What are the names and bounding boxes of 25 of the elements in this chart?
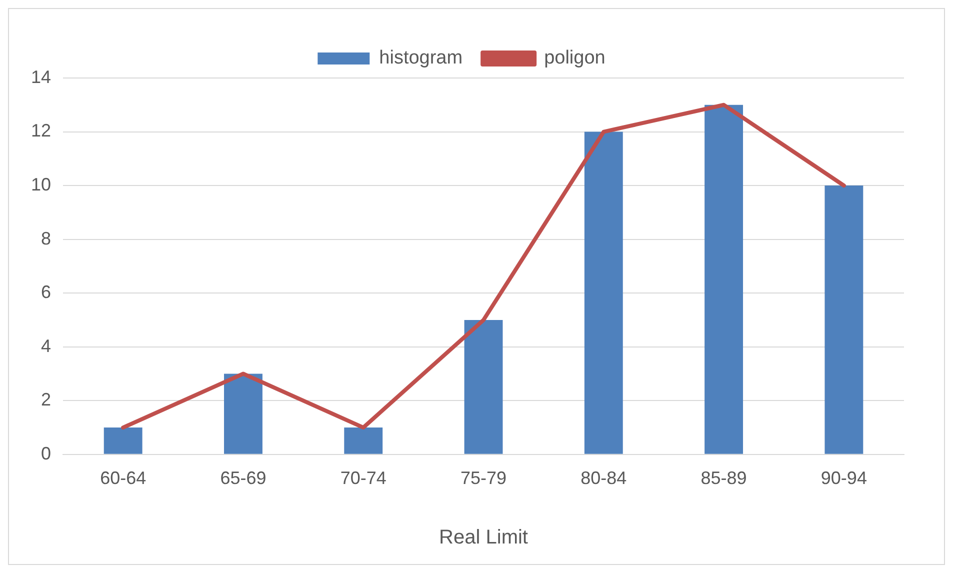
y-tick-label: 0 bbox=[41, 443, 52, 464]
x-tick-label: 85-89 bbox=[700, 468, 747, 488]
y-tick-label: 4 bbox=[41, 336, 52, 356]
bar bbox=[344, 428, 383, 454]
bar bbox=[224, 374, 262, 454]
bar bbox=[824, 186, 864, 454]
y-tick-label: 8 bbox=[41, 228, 52, 248]
bar bbox=[104, 428, 142, 454]
x-tick-label: 80-84 bbox=[580, 468, 627, 488]
x-tick-label: 60-64 bbox=[100, 468, 146, 488]
bar bbox=[464, 320, 503, 454]
y-tick-label: 6 bbox=[41, 282, 52, 302]
x-axis-title: Real Limit bbox=[439, 526, 528, 549]
legend-label: histogram bbox=[379, 48, 463, 69]
x-tick-label: 65-69 bbox=[220, 468, 266, 488]
bar bbox=[704, 104, 744, 454]
y-tick-label: 2 bbox=[41, 390, 52, 410]
y-tick-label: 14 bbox=[30, 66, 52, 87]
x-tick-label: 90-94 bbox=[820, 468, 867, 488]
x-tick-label: 70-74 bbox=[340, 468, 386, 488]
bar bbox=[584, 132, 623, 454]
legend-label: poligon bbox=[544, 48, 606, 69]
y-tick-label: 10 bbox=[30, 174, 52, 195]
y-tick-label: 12 bbox=[30, 120, 52, 141]
x-tick-label: 75-79 bbox=[460, 468, 507, 488]
